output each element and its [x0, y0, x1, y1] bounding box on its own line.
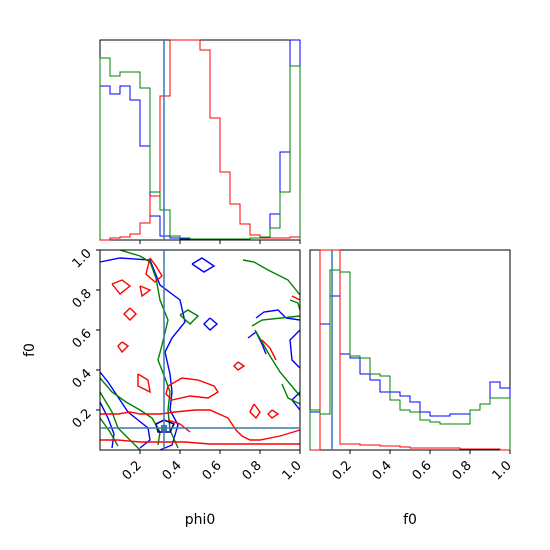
phi0-axis-label: phi0 [185, 512, 216, 528]
contour-line-red [100, 257, 301, 445]
f0-histogram-series-2 [309, 269, 511, 450]
f0-y-axis-label: f0 [22, 343, 38, 357]
f0-axis-label: f0 [403, 512, 417, 528]
phi0-histogram-panel [99, 39, 301, 244]
phi0-histogram-series-0 [99, 39, 301, 240]
truth-marker [161, 425, 167, 431]
joint-contour-frame [99, 249, 301, 451]
f0-histogram-series-1 [310, 249, 510, 451]
f0-histogram-frame [309, 249, 511, 451]
phi0-histogram-series-2 [99, 57, 301, 240]
